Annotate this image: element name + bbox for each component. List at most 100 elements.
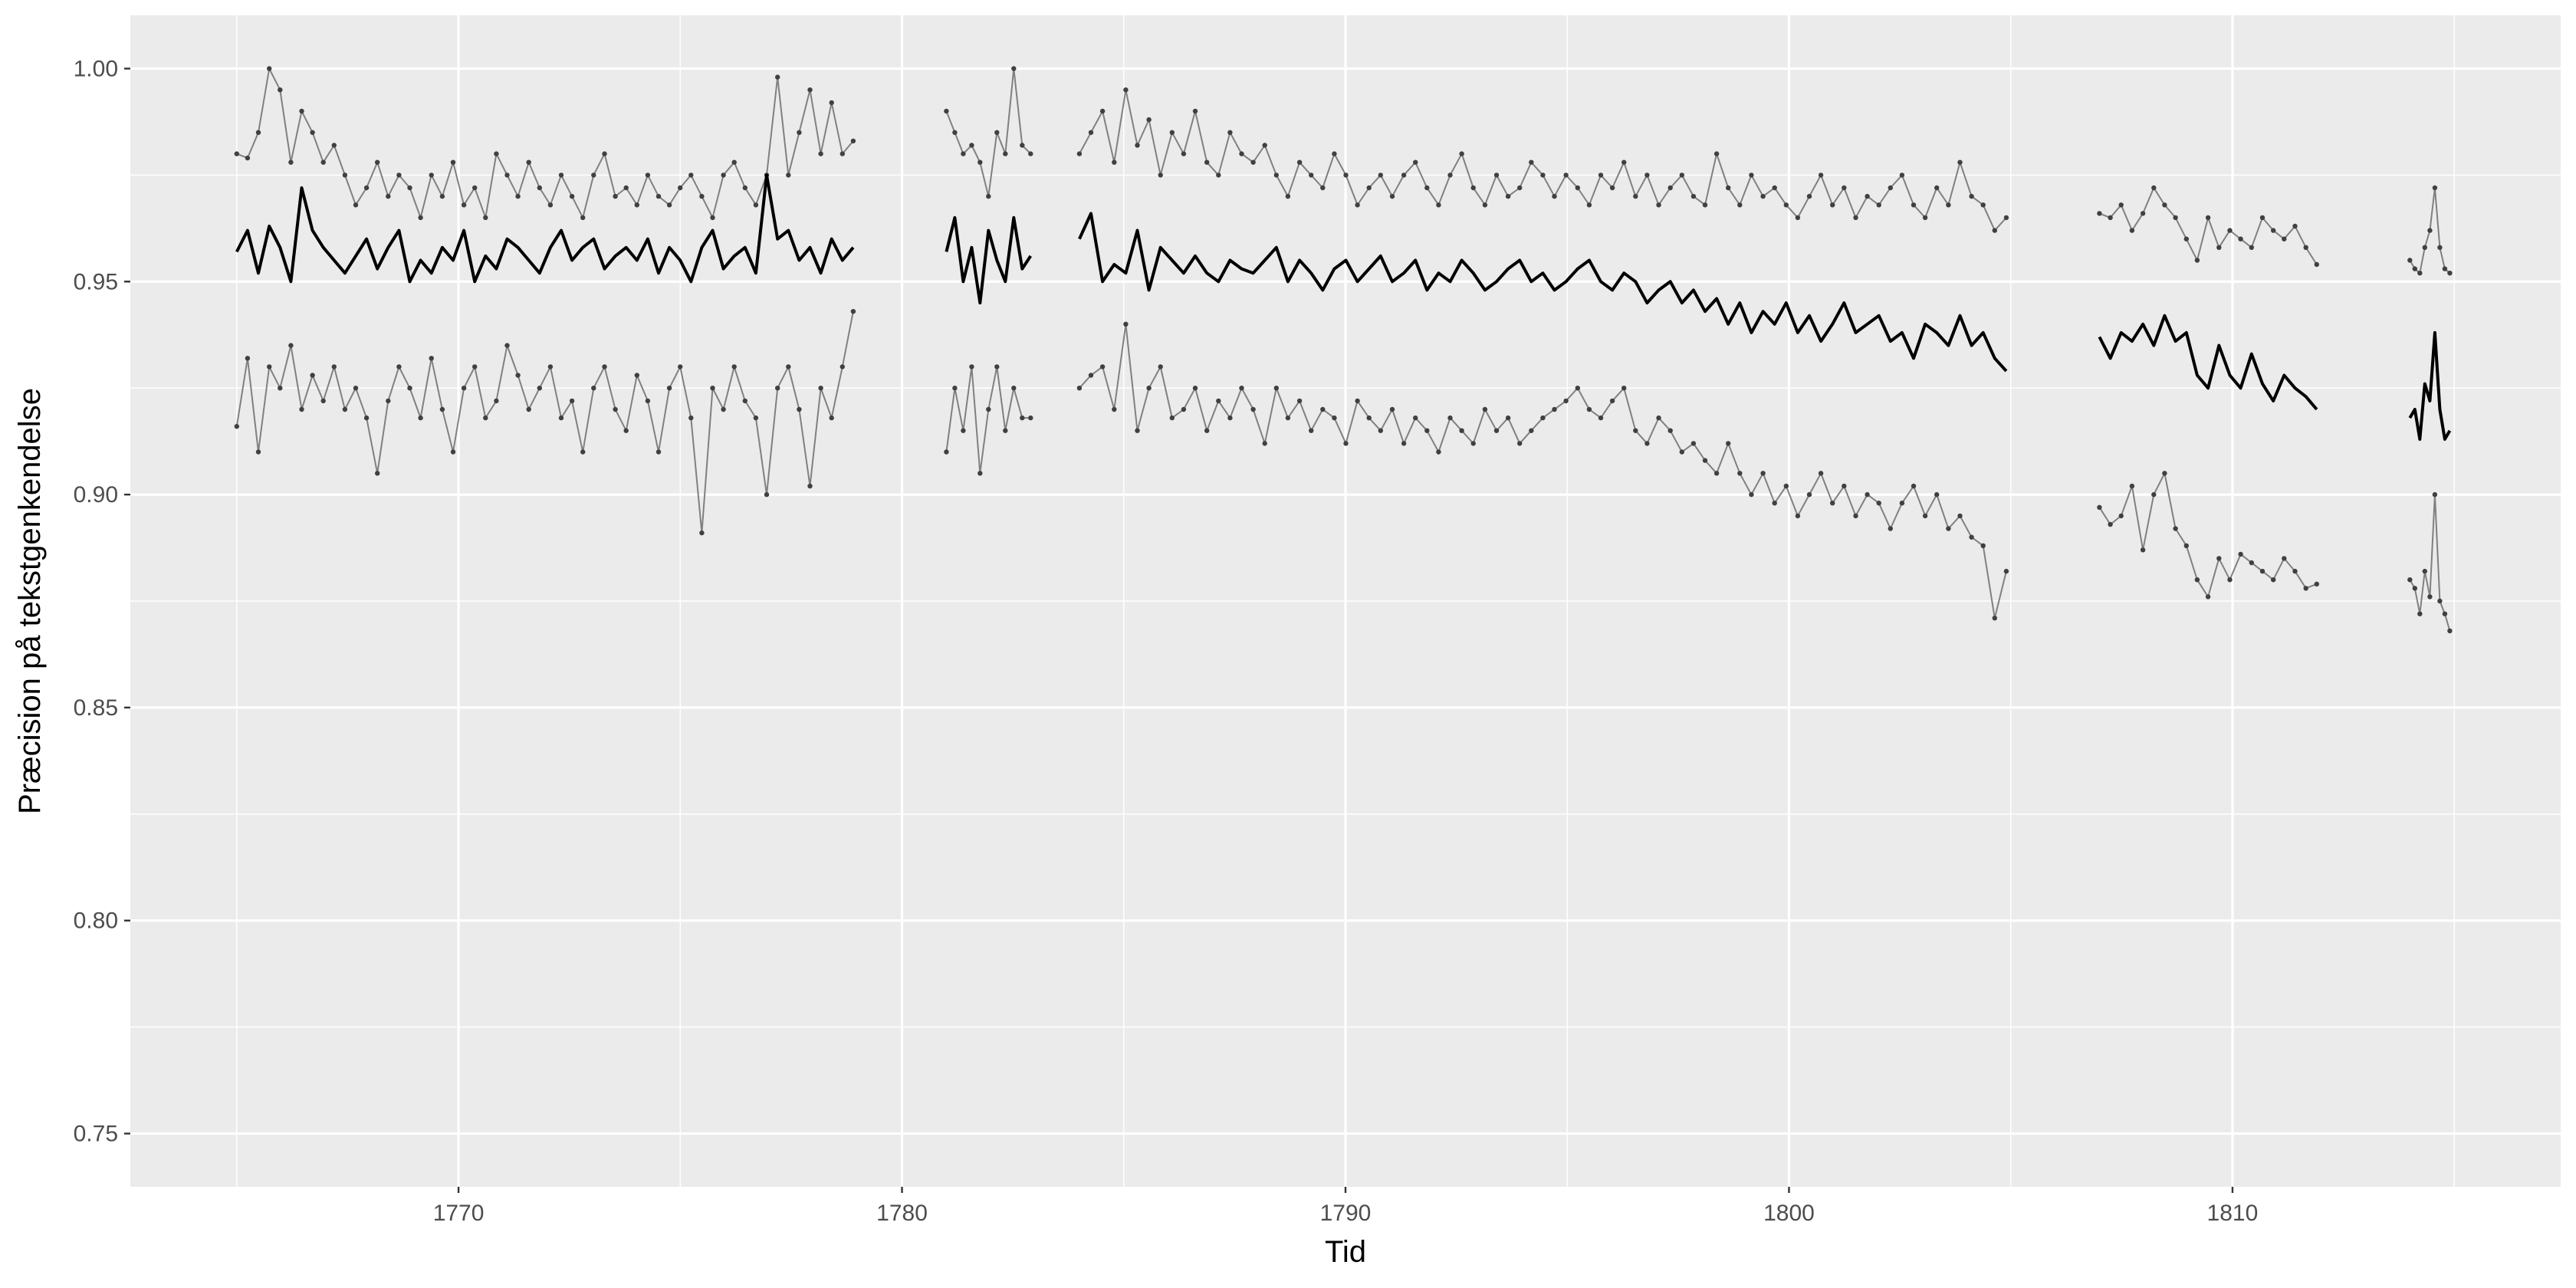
upper-point (1239, 151, 1244, 156)
upper-point (1181, 151, 1187, 156)
lower-point (829, 415, 834, 421)
upper-point (666, 202, 672, 208)
lower-point (1003, 428, 1008, 433)
upper-point (634, 202, 639, 208)
upper-point (1899, 172, 1905, 178)
upper-point (1192, 108, 1198, 114)
upper-point (742, 185, 748, 191)
lower-point (342, 406, 348, 412)
lower-point (386, 398, 391, 404)
upper-point (2422, 245, 2427, 250)
upper-point (1934, 185, 1940, 191)
lower-point (1343, 441, 1349, 446)
lower-point (1378, 428, 1384, 433)
upper-point (775, 74, 780, 80)
lower-point (1806, 491, 1812, 498)
lower-point (1540, 415, 1546, 421)
upper-point (2227, 228, 2233, 233)
lower-point (2437, 598, 2443, 604)
upper-point (1517, 185, 1523, 191)
lower-point (2407, 577, 2413, 583)
upper-point (2162, 202, 2167, 208)
lower-point (1575, 386, 1580, 391)
upper-point (1459, 151, 1464, 156)
upper-point (2432, 185, 2438, 191)
lower-point (1076, 386, 1083, 391)
upper-point (1482, 202, 1488, 208)
lower-point (1598, 415, 1604, 421)
upper-point (645, 172, 651, 178)
upper-point (1003, 151, 1008, 156)
lower-point (494, 398, 499, 404)
lower-point (320, 398, 326, 404)
upper-point (1309, 172, 1314, 178)
lower-point (1470, 441, 1476, 446)
x-tick-label: 1780 (876, 1201, 928, 1226)
upper-point (1714, 151, 1720, 156)
upper-point (1946, 202, 1951, 208)
lower-point (2183, 543, 2189, 548)
lower-point (731, 364, 737, 370)
lower-point (1135, 428, 1140, 433)
lower-point (439, 406, 445, 412)
upper-point (753, 202, 759, 208)
lower-point (1296, 398, 1303, 404)
lower-point (1389, 406, 1395, 412)
lower-point (2003, 568, 2009, 574)
upper-point (797, 130, 802, 135)
upper-point (721, 172, 726, 178)
lower-point (1028, 415, 1033, 421)
lower-point (1563, 398, 1569, 404)
upper-point (504, 172, 510, 178)
upper-point (1076, 151, 1083, 156)
upper-point (1366, 185, 1372, 191)
upper-point (1470, 185, 1476, 191)
lower-line-segment-0 (235, 311, 854, 534)
upper-point (1088, 130, 1094, 135)
lower-point (850, 309, 856, 314)
lower-point (2292, 568, 2298, 574)
upper-point (1888, 185, 1893, 191)
lower-point (267, 364, 272, 370)
upper-line-segment-0 (236, 67, 854, 219)
y-axis: 0.75 0.80 0.85 0.90 0.95 1.00 (74, 56, 130, 1147)
upper-point (1505, 193, 1511, 199)
lower-point (666, 386, 672, 391)
segment-4 (2407, 185, 2453, 634)
lower-point (1112, 406, 1117, 412)
lower-point (1158, 364, 1163, 370)
upper-point (840, 151, 846, 156)
lower-point (1795, 513, 1801, 519)
upper-point (994, 130, 1000, 135)
lower-point (1726, 441, 1731, 446)
upper-point (1099, 108, 1106, 114)
upper-point (1633, 193, 1638, 199)
upper-point (2427, 228, 2433, 233)
lower-point (2427, 594, 2433, 600)
upper-point (1273, 172, 1280, 178)
upper-point (986, 193, 991, 199)
lower-point (742, 398, 748, 404)
lower-point (310, 373, 315, 378)
lower-point (1146, 386, 1152, 391)
upper-point (1401, 172, 1407, 178)
upper-point (1876, 202, 1881, 208)
upper-point (2238, 236, 2243, 242)
lower-point (786, 364, 791, 370)
lower-point (418, 415, 423, 421)
lower-point (1679, 449, 1684, 455)
lower-point (1888, 526, 1893, 531)
y-tick-label: 0.80 (74, 909, 118, 934)
upper-point (1135, 143, 1140, 148)
lower-point (1366, 415, 1372, 421)
x-axis: 1770 1780 1790 1800 1810 (433, 1187, 2258, 1226)
upper-point (2407, 258, 2413, 263)
upper-point (342, 172, 348, 178)
upper-point (1320, 185, 1326, 191)
y-tick-label: 0.90 (74, 482, 118, 508)
lower-point (1447, 415, 1453, 421)
lower-point (245, 356, 251, 361)
upper-point (2292, 223, 2298, 229)
lower-point (1992, 616, 1997, 621)
